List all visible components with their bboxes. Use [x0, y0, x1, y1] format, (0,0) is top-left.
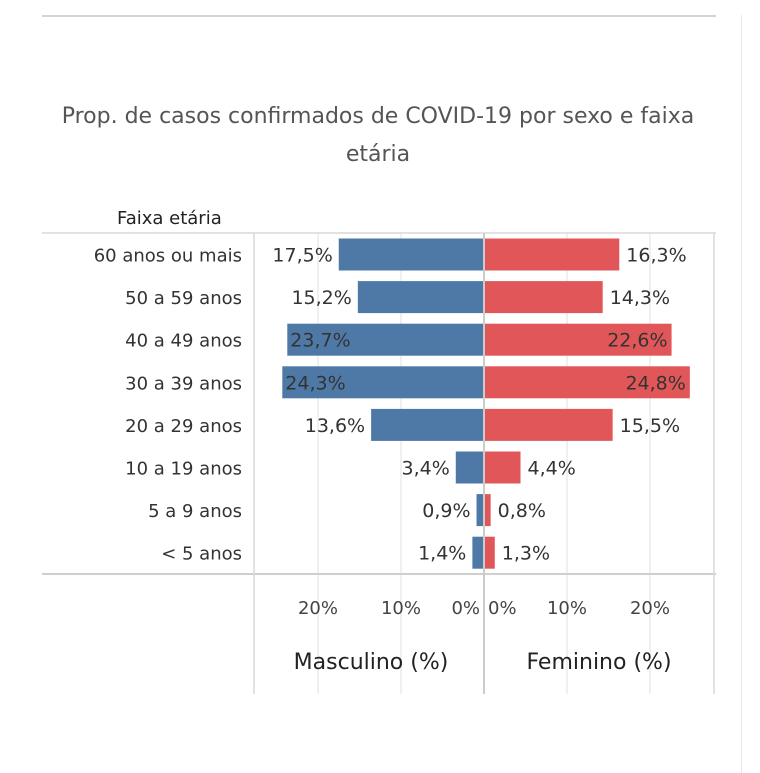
x-axis-ticks: 20% 10% 0% 0% 10% 20% [298, 598, 670, 619]
bar-feminino [484, 238, 620, 271]
bar-masculino [338, 238, 484, 271]
bar-masculino [357, 281, 484, 314]
top-divider [42, 15, 716, 17]
tick-label-masculino: 10% [381, 598, 421, 619]
bar-feminino [484, 451, 521, 484]
masculino-axis-title: Masculino (%) [294, 650, 449, 675]
bar-feminino [484, 281, 603, 314]
category-label: 50 a 59 anos [125, 288, 242, 309]
bar-masculino [371, 408, 484, 441]
bar-masculino [476, 494, 484, 527]
bar-masculino [282, 366, 484, 399]
data-label-masculino: 1,4% [418, 543, 466, 565]
data-label-masculino: 17,5% [272, 245, 332, 267]
data-label-feminino: 4,4% [528, 458, 576, 480]
bar-feminino [484, 366, 690, 399]
category-label: 5 a 9 anos [148, 501, 242, 522]
bar-masculino [287, 323, 484, 356]
tick-label-feminino: 20% [630, 598, 670, 619]
data-label-feminino: 0,8% [498, 500, 546, 522]
category-label: < 5 anos [161, 544, 242, 565]
data-label-masculino: 15,2% [291, 287, 351, 309]
chart-frame [42, 232, 716, 694]
bar-feminino [484, 408, 613, 441]
data-label-feminino: 1,3% [502, 543, 550, 565]
data-label-feminino: 16,3% [626, 245, 686, 267]
tick-label-feminino: 10% [547, 598, 587, 619]
bar-feminino [484, 494, 491, 527]
data-label-masculino: 23,7% [290, 330, 350, 352]
bars-and-labels: 60 anos ou mais 17,5% 16,3% 50 a 59 anos 15,… [94, 238, 690, 569]
chart-title: Prop. de casos confirmados de COVID-19 p… [61, 104, 695, 167]
row-header: Faixa etária [117, 208, 222, 229]
data-label-masculino: 0,9% [422, 500, 470, 522]
category-label: 60 anos ou mais [94, 246, 242, 267]
bar-feminino [484, 536, 495, 569]
bar-feminino [484, 323, 672, 356]
right-divider [741, 15, 742, 773]
tick-label-feminino: 0% [488, 598, 517, 619]
data-label-masculino: 13,6% [305, 415, 365, 437]
data-label-feminino: 24,8% [625, 372, 685, 394]
bar-masculino [472, 536, 484, 569]
data-label-feminino: 14,3% [610, 287, 670, 309]
bar-masculino [455, 451, 484, 484]
tick-label-masculino: 0% [451, 598, 480, 619]
data-label-feminino: 15,5% [620, 415, 680, 437]
category-label: 10 a 19 anos [125, 459, 242, 480]
data-label-masculino: 24,3% [285, 372, 345, 394]
category-label: 40 a 49 anos [125, 331, 242, 352]
feminino-axis-title: Feminino (%) [526, 650, 671, 675]
data-label-feminino: 22,6% [607, 330, 667, 352]
category-label: 30 a 39 anos [125, 373, 242, 394]
data-label-masculino: 3,4% [401, 458, 449, 480]
category-label: 20 a 29 anos [125, 416, 242, 437]
tick-label-masculino: 20% [298, 598, 338, 619]
